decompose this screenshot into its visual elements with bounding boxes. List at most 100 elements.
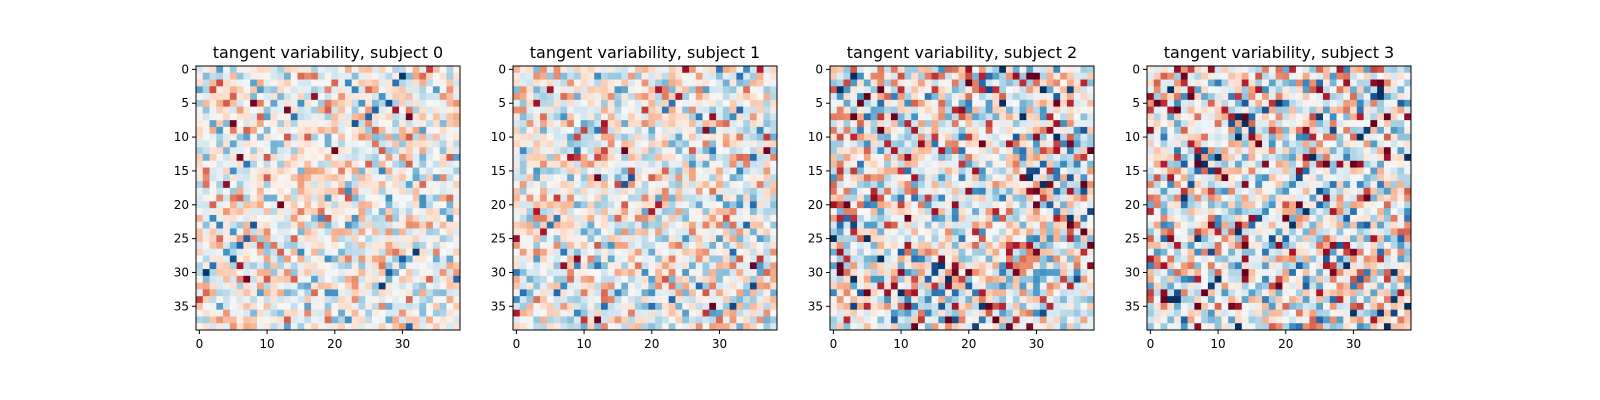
- heatmap-cell: [661, 133, 670, 141]
- heatmap-cell: [668, 269, 676, 277]
- heatmap-cell: [216, 72, 224, 80]
- heatmap-cell: [945, 221, 953, 229]
- heatmap-cell: [897, 126, 905, 135]
- heatmap-cell: [446, 187, 454, 195]
- heatmap-cell: [870, 174, 878, 182]
- heatmap-cell: [749, 235, 758, 243]
- heatmap-cell: [209, 174, 217, 182]
- heatmap-cell: [951, 302, 959, 311]
- heatmap-cell: [405, 194, 413, 202]
- heatmap-cell: [857, 79, 865, 87]
- heatmap-cell: [229, 323, 237, 331]
- heatmap-cell: [1026, 133, 1034, 141]
- heatmap-cell: [372, 93, 380, 101]
- heatmap-cell: [770, 160, 778, 168]
- heatmap-cell: [567, 86, 575, 94]
- heatmap-cell: [1046, 93, 1054, 101]
- heatmap-cell: [1060, 106, 1068, 114]
- heatmap-cell: [877, 309, 885, 317]
- heatmap-cell: [634, 302, 642, 311]
- heatmap-cell: [978, 214, 987, 223]
- heatmap-cell: [1295, 86, 1304, 94]
- heatmap-cell: [573, 262, 582, 270]
- heatmap-cell: [324, 133, 332, 141]
- heatmap-cell: [229, 309, 237, 317]
- heatmap-cell: [567, 187, 575, 195]
- heatmap-cell: [897, 201, 905, 209]
- heatmap-cell: [560, 140, 568, 148]
- heatmap-cell: [682, 248, 690, 256]
- heatmap-cell: [378, 296, 386, 304]
- heatmap-cell: [405, 255, 413, 263]
- heatmap-cell: [729, 221, 737, 229]
- heatmap-cell: [607, 302, 615, 311]
- heatmap-cell: [601, 147, 609, 155]
- heatmap-cell: [743, 221, 751, 229]
- heatmap-cell: [372, 154, 380, 162]
- heatmap-cell: [695, 133, 703, 141]
- heatmap-cell: [729, 99, 737, 107]
- heatmap-cell: [223, 93, 231, 101]
- heatmap-cell: [614, 140, 622, 148]
- heatmap-cell: [439, 255, 447, 263]
- heatmap-cell: [277, 181, 285, 189]
- heatmap-cell: [324, 106, 332, 114]
- heatmap-cell: [877, 302, 885, 311]
- heatmap-cell: [1053, 275, 1061, 283]
- x-tick-label: 10: [259, 337, 274, 351]
- heatmap-cell: [526, 275, 534, 283]
- heatmap-cell: [1006, 106, 1014, 114]
- heatmap-cell: [911, 66, 919, 74]
- heatmap-cell: [958, 167, 966, 175]
- heatmap-cell: [446, 323, 454, 331]
- heatmap-cell: [614, 79, 622, 87]
- heatmap-cell: [661, 296, 670, 304]
- heatmap-cell: [951, 147, 959, 155]
- heatmap-cell: [1060, 120, 1068, 128]
- heatmap-cell: [432, 99, 441, 107]
- heatmap-cell: [945, 72, 953, 80]
- heatmap-cell: [338, 113, 346, 121]
- heatmap-cell: [1019, 316, 1027, 324]
- heatmap-cell: [965, 289, 973, 297]
- heatmap-cell: [992, 275, 1000, 283]
- heatmap-cell: [985, 316, 993, 324]
- heatmap-cell: [1343, 120, 1351, 128]
- heatmap-cell: [736, 126, 744, 135]
- heatmap-cell: [689, 93, 697, 101]
- heatmap-cell: [951, 194, 959, 202]
- heatmap-cell: [1404, 66, 1412, 74]
- heatmap-cell: [863, 174, 871, 182]
- heatmap-cell: [756, 126, 764, 135]
- heatmap-cell: [1006, 194, 1014, 202]
- heatmap-cell: [338, 120, 346, 128]
- heatmap-cell: [412, 174, 420, 182]
- heatmap-cell: [432, 194, 441, 202]
- heatmap-cell: [567, 181, 575, 189]
- heatmap-cell: [716, 214, 724, 223]
- heatmap-cell: [372, 187, 380, 195]
- heatmap-cell: [385, 120, 393, 128]
- heatmap-cell: [297, 235, 305, 243]
- heatmap-cell: [446, 126, 454, 135]
- heatmap-cell: [426, 174, 434, 182]
- heatmap-cell: [573, 154, 582, 162]
- heatmap-cell: [553, 66, 561, 74]
- heatmap-cell: [1390, 86, 1398, 94]
- heatmap-cell: [978, 221, 987, 229]
- heatmap-cell: [540, 93, 548, 101]
- heatmap-cell: [277, 275, 285, 283]
- heatmap-cell: [372, 113, 380, 121]
- heatmap-cell: [297, 79, 305, 87]
- heatmap-cell: [1039, 316, 1047, 324]
- heatmap-cell: [587, 167, 595, 175]
- heatmap-cell: [351, 133, 359, 141]
- heatmap-cell: [209, 323, 217, 331]
- heatmap-cell: [763, 242, 771, 250]
- heatmap-cell: [965, 187, 973, 195]
- heatmap-cell: [270, 167, 278, 175]
- heatmap-cell: [695, 275, 703, 283]
- heatmap-cell: [1080, 248, 1088, 256]
- heatmap-cell: [924, 208, 932, 216]
- heatmap-cell: [243, 160, 251, 168]
